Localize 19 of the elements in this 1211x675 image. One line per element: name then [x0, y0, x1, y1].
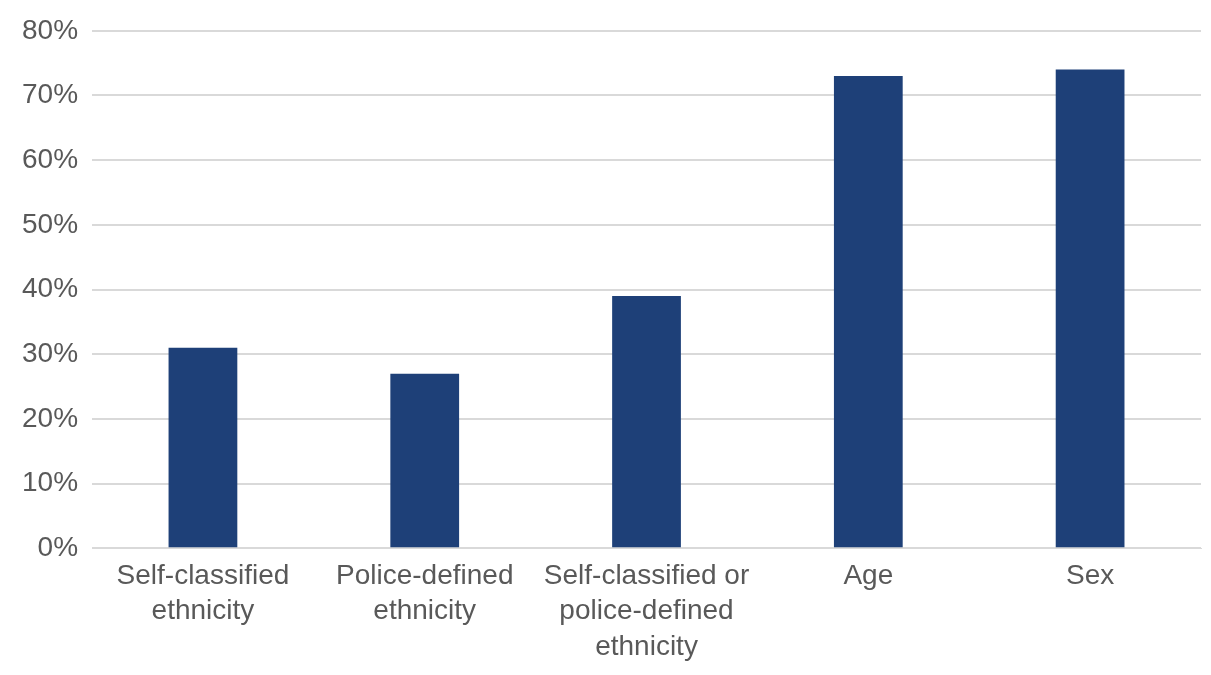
y-tick-label: 50% [21, 207, 79, 239]
x-tick-label: Self-classified or police-defined ethnicity [543, 558, 750, 661]
bar [612, 296, 681, 548]
x-tick-label: Police-defined ethnicity [336, 558, 514, 626]
y-tick-label: 10% [21, 466, 79, 498]
bar [1055, 69, 1125, 548]
y-tick-label: 80% [21, 13, 79, 45]
x-tick-label: Self-classified ethnicity [116, 558, 290, 626]
x-tick-label: Sex [1065, 558, 1115, 590]
x-tick-label: Age [843, 558, 894, 590]
y-tick-label: 60% [21, 142, 79, 174]
y-tick-label: 30% [21, 336, 79, 368]
bar [833, 76, 903, 548]
y-tick-label: 70% [21, 78, 79, 110]
y-tick-label: 40% [21, 272, 79, 304]
bar [390, 373, 460, 548]
y-tick-label: 20% [21, 401, 79, 433]
y-tick-label: 0% [37, 531, 79, 563]
bar [168, 347, 238, 548]
